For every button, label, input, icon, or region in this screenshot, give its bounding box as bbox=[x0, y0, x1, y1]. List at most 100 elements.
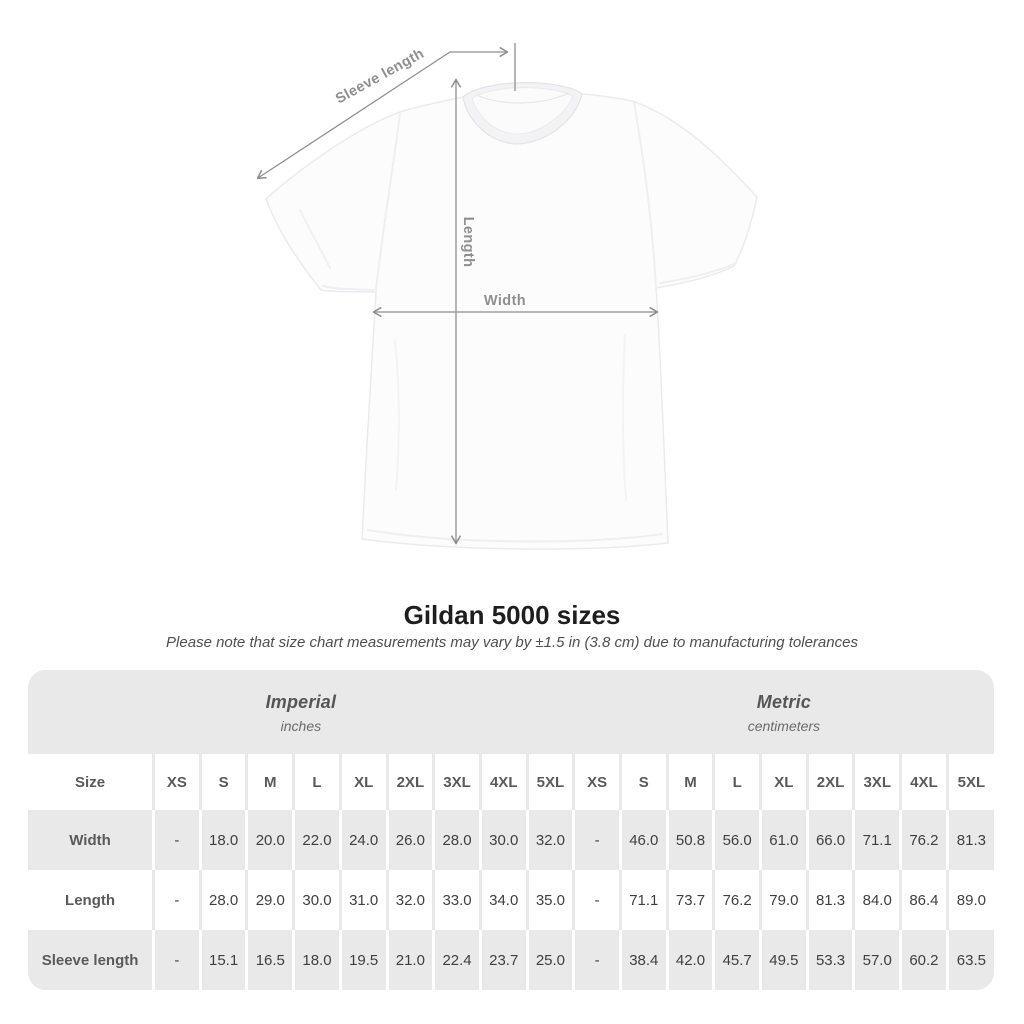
imperial-value: 35.0 bbox=[525, 870, 574, 930]
metric-value: 66.0 bbox=[805, 810, 854, 870]
metric-value: 81.3 bbox=[945, 810, 994, 870]
metric-section-header: Metric centimeters bbox=[574, 670, 994, 754]
imperial-section-header: Imperial inches bbox=[28, 670, 574, 754]
sleeve-length-arrow bbox=[256, 47, 509, 180]
size-column-header: 2XL bbox=[385, 754, 434, 810]
metric-value: 42.0 bbox=[665, 930, 714, 990]
metric-value: 73.7 bbox=[665, 870, 714, 930]
imperial-value: 31.0 bbox=[338, 870, 388, 930]
tshirt-shading bbox=[299, 102, 737, 543]
size-column-header: L bbox=[712, 754, 761, 810]
metric-value: 46.0 bbox=[618, 810, 668, 870]
size-table-body: Width -18.0 20.0 22.0 24.0 26.0 28.0 30.0 32.0-4… bbox=[28, 810, 994, 990]
metric-value: 63.5 bbox=[945, 930, 994, 990]
size-table: Size XS S M L XL 2XL 3XL 4XL 5XL XS S M L XL 2XL 3XL 4XL 5… bbox=[28, 754, 994, 990]
imperial-unit-label: inches bbox=[280, 718, 322, 734]
imperial-value: 20.0 bbox=[245, 810, 294, 870]
page-title: Gildan 5000 sizes bbox=[403, 600, 621, 630]
metric-value: 50.8 bbox=[665, 810, 714, 870]
imperial-value: 28.0 bbox=[198, 870, 247, 930]
size-column-header: 3XL bbox=[432, 754, 481, 810]
width-label: Width bbox=[484, 293, 526, 309]
size-header-row: Size XS S M L XL 2XL 3XL 4XL 5XL XS S M L XL 2XL 3XL 4XL 5… bbox=[28, 754, 994, 810]
imperial-value: 26.0 bbox=[385, 810, 434, 870]
row-label: Sleeve length bbox=[41, 951, 139, 969]
size-column-header: S bbox=[198, 754, 247, 810]
metric-value: - bbox=[572, 930, 621, 990]
imperial-label: Imperial bbox=[265, 692, 337, 712]
imperial-value: 15.1 bbox=[198, 930, 247, 990]
size-column-header: 4XL bbox=[478, 754, 528, 810]
imperial-value: 30.0 bbox=[292, 870, 341, 930]
metric-value: 53.3 bbox=[805, 930, 854, 990]
length-label: Length bbox=[460, 217, 476, 268]
tshirt-illustration bbox=[265, 82, 758, 550]
imperial-value: 19.5 bbox=[338, 930, 388, 990]
imperial-value: 25.0 bbox=[525, 930, 574, 990]
metric-value: 81.3 bbox=[805, 870, 854, 930]
size-table-container: Imperial inches Metric centimeters Size X… bbox=[28, 670, 994, 990]
metric-value: 56.0 bbox=[712, 810, 761, 870]
units-band: Imperial inches Metric centimeters bbox=[28, 670, 994, 754]
metric-value: 84.0 bbox=[852, 870, 901, 930]
imperial-value: 32.0 bbox=[525, 810, 574, 870]
measurement-row: Length -28.0 29.0 30.0 31.0 32.0 33.0 34.0 35.0-… bbox=[28, 870, 994, 930]
imperial-value: 21.0 bbox=[385, 930, 434, 990]
size-column-header: M bbox=[665, 754, 714, 810]
size-column-header: 5XL bbox=[525, 754, 574, 810]
metric-value: 76.2 bbox=[899, 810, 948, 870]
tolerance-note: Please note that size chart measurements… bbox=[166, 634, 858, 651]
metric-value: 76.2 bbox=[712, 870, 761, 930]
row-label: Length bbox=[65, 891, 116, 909]
size-column-header: XS bbox=[572, 754, 621, 810]
metric-value: 89.0 bbox=[945, 870, 994, 930]
imperial-value: 23.7 bbox=[478, 930, 528, 990]
measurement-row: Sleeve length -15.1 16.5 18.0 19.5 21.0 22.4 23… bbox=[28, 930, 994, 990]
metric-value: 57.0 bbox=[852, 930, 901, 990]
metric-value: 71.1 bbox=[852, 810, 901, 870]
size-column-header: 2XL bbox=[805, 754, 854, 810]
imperial-value: 22.0 bbox=[292, 810, 341, 870]
metric-value: 38.4 bbox=[618, 930, 668, 990]
size-column-header: S bbox=[618, 754, 668, 810]
metric-value: 45.7 bbox=[712, 930, 761, 990]
size-column-header: XS bbox=[152, 754, 201, 810]
imperial-value: - bbox=[152, 870, 201, 930]
imperial-value: 22.4 bbox=[432, 930, 481, 990]
imperial-value: 18.0 bbox=[292, 930, 341, 990]
tshirt-body bbox=[265, 82, 758, 550]
metric-label: Metric bbox=[756, 692, 811, 712]
tshirt-measurement-diagram: Sleeve length Length Width bbox=[256, 43, 758, 550]
imperial-value: 18.0 bbox=[198, 810, 247, 870]
metric-value: 60.2 bbox=[899, 930, 948, 990]
imperial-value: 34.0 bbox=[478, 870, 528, 930]
imperial-value: 16.5 bbox=[245, 930, 294, 990]
imperial-value: 28.0 bbox=[432, 810, 481, 870]
metric-unit-label: centimeters bbox=[747, 718, 821, 734]
size-corner-header: Size bbox=[75, 773, 106, 791]
imperial-value: 32.0 bbox=[385, 870, 434, 930]
metric-value: 71.1 bbox=[618, 870, 668, 930]
row-label: Width bbox=[69, 831, 111, 849]
metric-value: 49.5 bbox=[759, 930, 808, 990]
imperial-value: 30.0 bbox=[478, 810, 528, 870]
imperial-value: 33.0 bbox=[432, 870, 481, 930]
metric-value: - bbox=[572, 870, 621, 930]
metric-value: 86.4 bbox=[899, 870, 948, 930]
metric-value: - bbox=[572, 810, 621, 870]
size-column-header: L bbox=[292, 754, 341, 810]
size-column-header: 3XL bbox=[852, 754, 901, 810]
imperial-value: 29.0 bbox=[245, 870, 294, 930]
imperial-value: - bbox=[152, 810, 201, 870]
size-column-header: 4XL bbox=[899, 754, 948, 810]
size-column-header: XL bbox=[759, 754, 808, 810]
size-column-header: M bbox=[245, 754, 294, 810]
metric-value: 61.0 bbox=[759, 810, 808, 870]
measurement-row: Width -18.0 20.0 22.0 24.0 26.0 28.0 30.0 32.0-4… bbox=[28, 810, 994, 870]
size-column-header: 5XL bbox=[945, 754, 994, 810]
imperial-value: 24.0 bbox=[338, 810, 388, 870]
metric-value: 79.0 bbox=[759, 870, 808, 930]
size-column-header: XL bbox=[338, 754, 388, 810]
imperial-value: - bbox=[152, 930, 201, 990]
